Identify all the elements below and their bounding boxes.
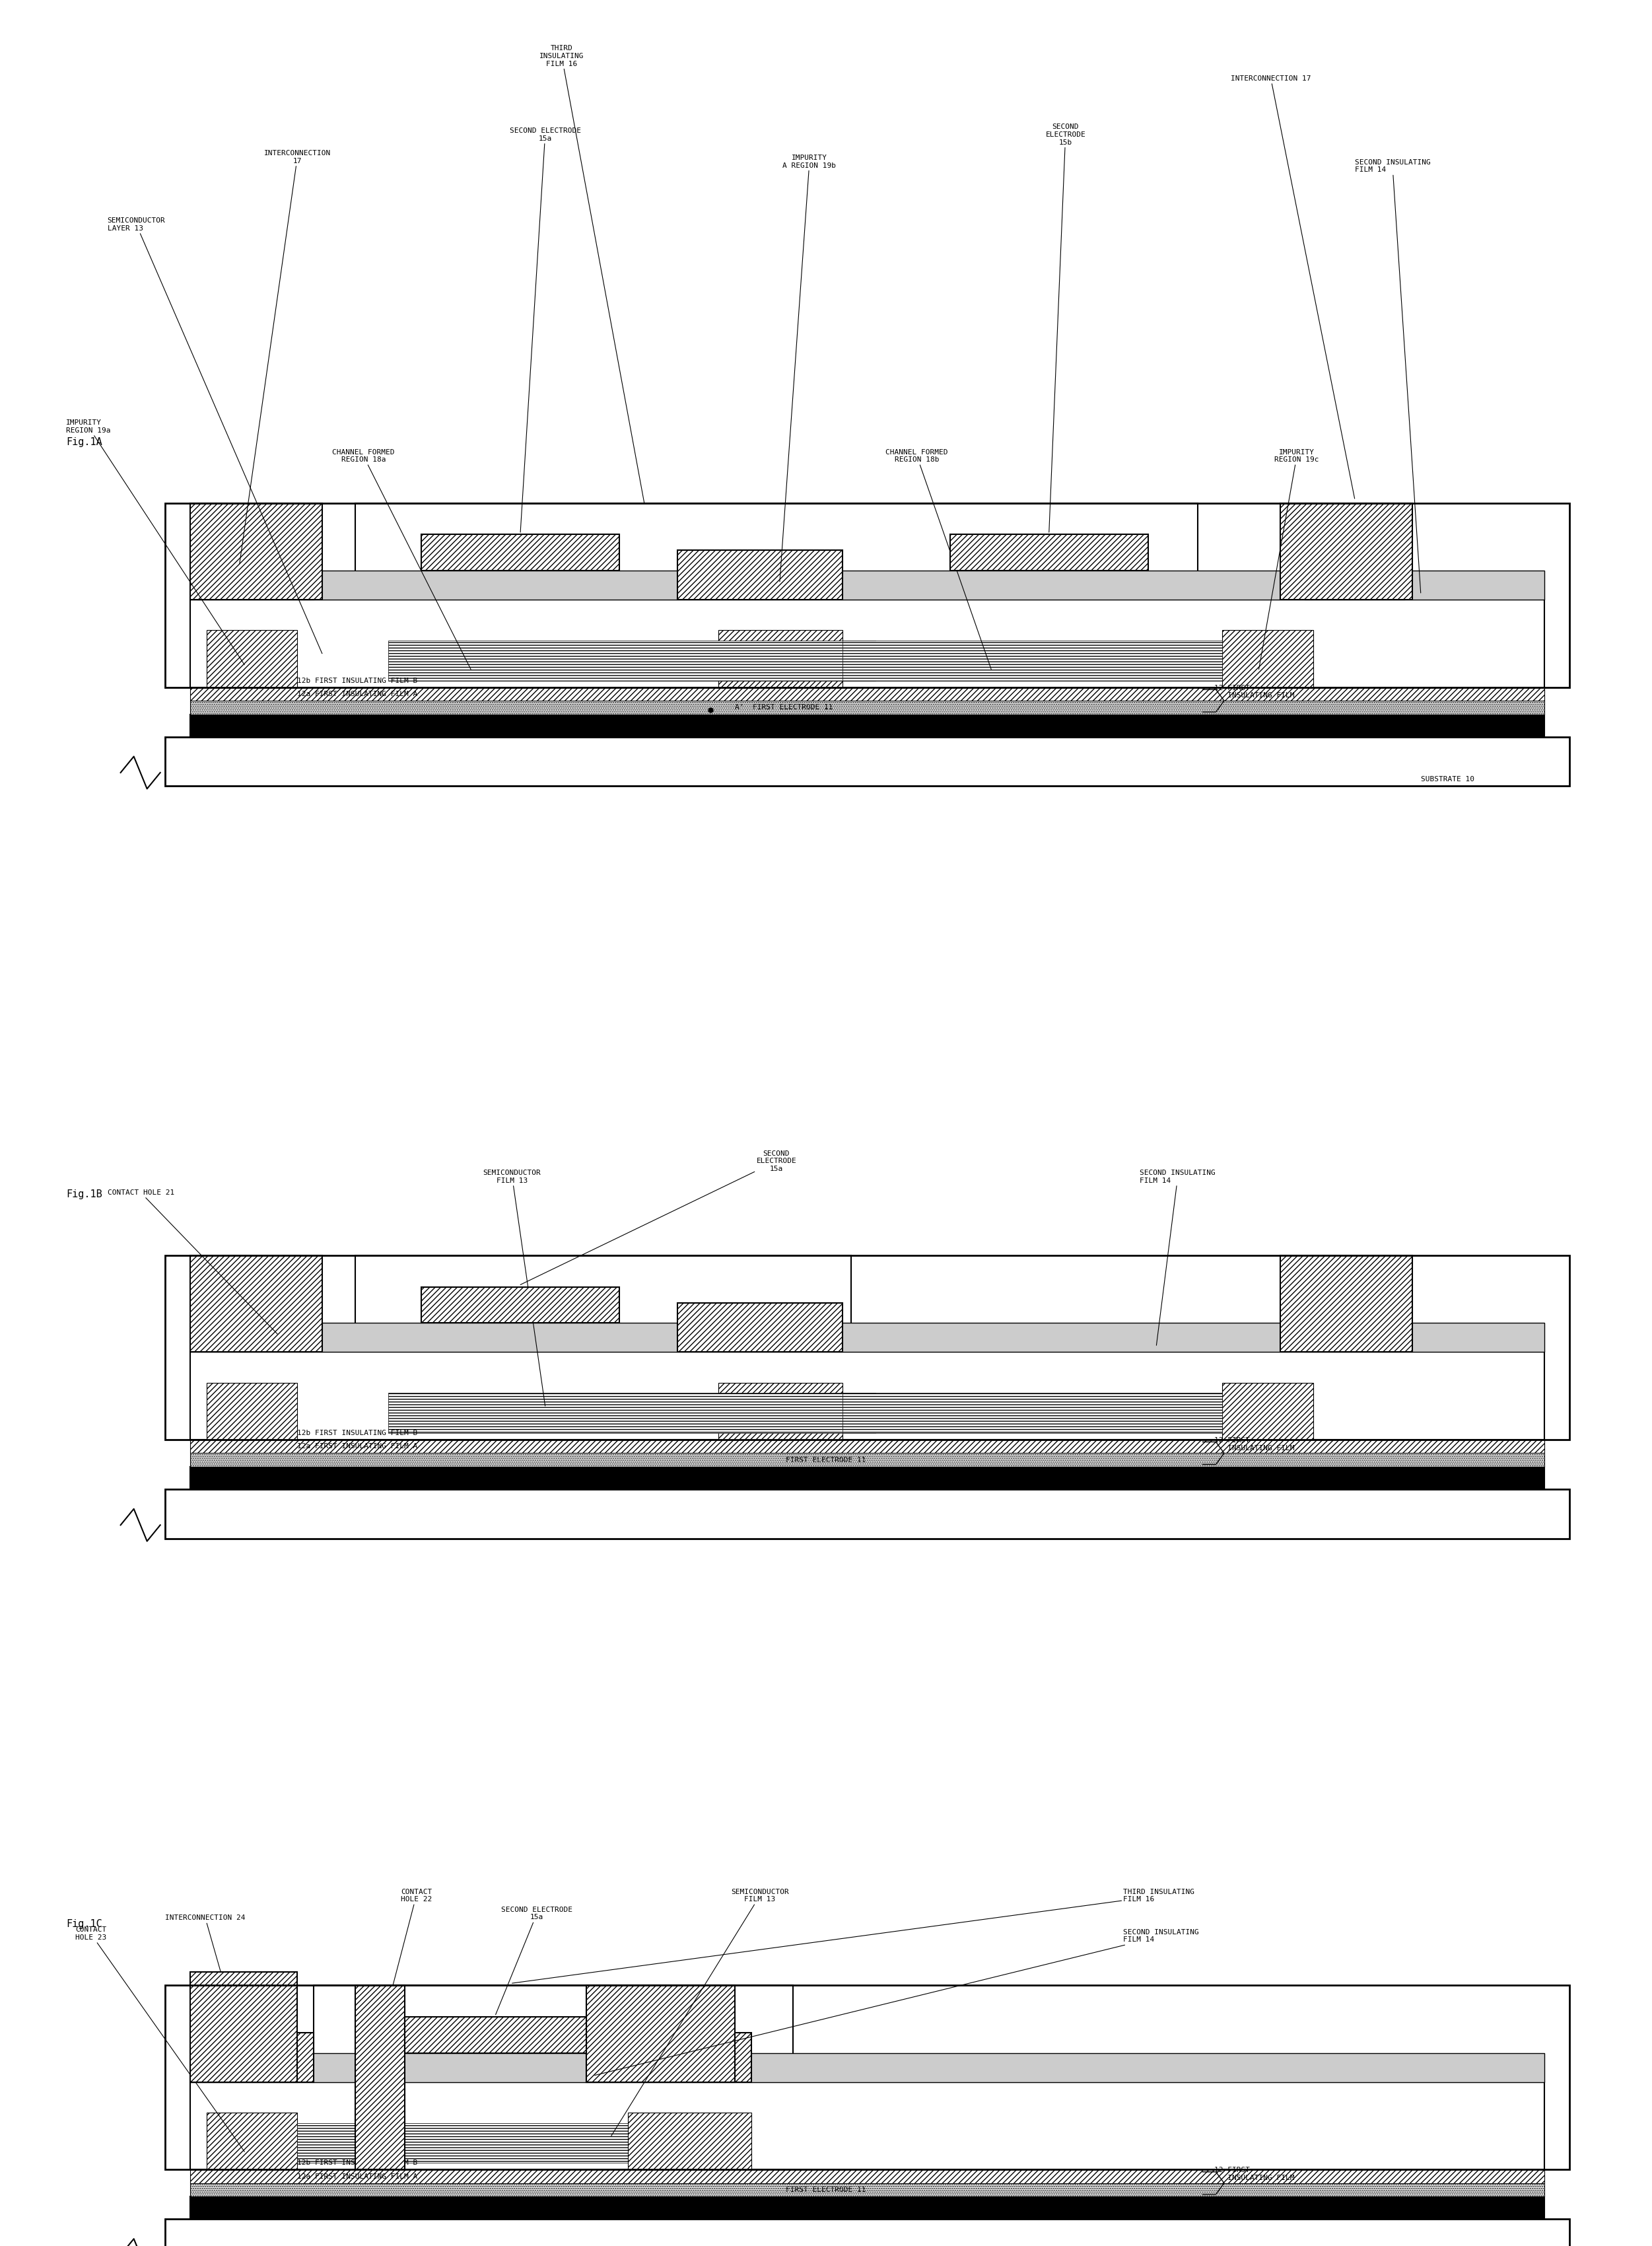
Text: 12 FIRST
   INSULATING FILM: 12 FIRST INSULATING FILM xyxy=(1214,1437,1295,1451)
Bar xyxy=(190,2082,1545,2170)
Bar xyxy=(677,1303,843,1352)
Text: SEMICONDUCTOR
FILM 13: SEMICONDUCTOR FILM 13 xyxy=(482,1170,545,1406)
Bar xyxy=(165,737,1569,786)
Text: SECOND ELECTRODE
15a: SECOND ELECTRODE 15a xyxy=(509,128,582,532)
Text: THIRD
INSULATING
FILM 16: THIRD INSULATING FILM 16 xyxy=(540,45,644,503)
Text: SECOND ELECTRODE
15a: SECOND ELECTRODE 15a xyxy=(496,1907,573,2015)
Bar xyxy=(165,1985,1569,2170)
Bar xyxy=(586,1985,735,2082)
Bar xyxy=(190,570,1545,600)
Bar xyxy=(421,1287,620,1323)
Bar xyxy=(198,1303,314,1352)
Text: THIRD INSULATING
FILM 16: THIRD INSULATING FILM 16 xyxy=(512,1889,1194,1983)
Bar xyxy=(206,2113,297,2170)
Text: INTERCONNECTION 24: INTERCONNECTION 24 xyxy=(165,1916,246,2055)
Bar xyxy=(190,503,322,600)
Bar xyxy=(1305,1303,1404,1352)
Text: FIRST ELECTRODE 11: FIRST ELECTRODE 11 xyxy=(786,2188,866,2192)
Bar xyxy=(586,2033,752,2082)
Text: 12a FIRST INSULATING FILM A: 12a FIRST INSULATING FILM A xyxy=(297,2174,418,2179)
Text: Fig.1A: Fig.1A xyxy=(66,438,102,447)
Bar xyxy=(190,1256,322,1352)
Bar xyxy=(843,640,1222,681)
Bar xyxy=(190,687,1545,701)
Bar xyxy=(190,1352,1545,1440)
Text: INTERCONNECTION 17: INTERCONNECTION 17 xyxy=(1231,76,1355,499)
Bar xyxy=(1222,1384,1313,1440)
Bar xyxy=(388,640,876,681)
Bar xyxy=(190,1467,1545,1489)
Text: A'  FIRST ELECTRODE 11: A' FIRST ELECTRODE 11 xyxy=(735,705,833,710)
Text: 12b FIRST INSULATING FILM B: 12b FIRST INSULATING FILM B xyxy=(297,1431,418,1435)
Text: SUBSTRATE 10: SUBSTRATE 10 xyxy=(1421,777,1474,782)
Bar xyxy=(1280,1256,1412,1352)
Text: CONTACT HOLE 21: CONTACT HOLE 21 xyxy=(107,1190,278,1334)
Bar xyxy=(190,600,1545,687)
Bar xyxy=(190,2170,1545,2183)
Text: Fig.1C: Fig.1C xyxy=(66,1920,102,1929)
Bar xyxy=(165,1256,1569,1440)
Bar xyxy=(165,2219,1569,2246)
Bar xyxy=(388,1393,876,1433)
Text: 12a FIRST INSULATING FILM A: 12a FIRST INSULATING FILM A xyxy=(297,692,418,696)
Bar xyxy=(190,1453,1545,1467)
Bar xyxy=(628,2113,752,2170)
Bar xyxy=(190,714,1545,737)
Text: Fig.1B: Fig.1B xyxy=(66,1190,102,1199)
Text: CHANNEL FORMED
REGION 18a: CHANNEL FORMED REGION 18a xyxy=(332,449,471,669)
Bar xyxy=(950,535,1148,570)
Bar xyxy=(1222,631,1313,687)
Bar xyxy=(206,1384,297,1440)
Bar xyxy=(1280,503,1412,600)
Bar xyxy=(297,2122,628,2163)
Bar xyxy=(190,2053,1545,2082)
Bar xyxy=(190,1440,1545,1453)
Text: IMPURITY
A REGION 19b: IMPURITY A REGION 19b xyxy=(780,155,836,582)
Text: SECOND INSULATING
FILM 14: SECOND INSULATING FILM 14 xyxy=(595,1929,1199,2075)
Bar xyxy=(355,503,1198,577)
Text: SECOND
ELECTRODE
15b: SECOND ELECTRODE 15b xyxy=(1046,124,1085,532)
Bar xyxy=(843,1393,1222,1433)
Bar xyxy=(198,550,314,600)
Text: SEMICONDUCTOR
FILM 13: SEMICONDUCTOR FILM 13 xyxy=(611,1889,790,2136)
Bar xyxy=(421,535,620,570)
Text: FIRST ELECTRODE 11: FIRST ELECTRODE 11 xyxy=(786,1458,866,1462)
Bar xyxy=(198,2033,314,2082)
Bar xyxy=(190,701,1545,714)
Text: IMPURITY
REGION 19a: IMPURITY REGION 19a xyxy=(66,420,244,665)
Text: 12b FIRST INSULATING FILM B: 12b FIRST INSULATING FILM B xyxy=(297,2161,418,2165)
Bar xyxy=(165,503,1569,687)
Bar xyxy=(190,2197,1545,2219)
Bar xyxy=(190,1323,1545,1352)
Bar xyxy=(190,1972,297,2082)
Bar xyxy=(190,2183,1545,2197)
Text: 12a FIRST INSULATING FILM A: 12a FIRST INSULATING FILM A xyxy=(297,1444,418,1449)
Text: 12 FIRST
   INSULATING FILM: 12 FIRST INSULATING FILM xyxy=(1214,2167,1295,2181)
Text: SECOND INSULATING
FILM 14: SECOND INSULATING FILM 14 xyxy=(1355,159,1431,593)
Bar xyxy=(719,631,843,687)
Text: 12b FIRST INSULATING FILM B: 12b FIRST INSULATING FILM B xyxy=(297,678,418,683)
Text: CONTACT
HOLE 23: CONTACT HOLE 23 xyxy=(76,1927,244,2152)
Text: INTERCONNECTION
17: INTERCONNECTION 17 xyxy=(240,150,330,564)
Bar xyxy=(719,1384,843,1440)
Bar xyxy=(355,1256,851,1330)
Text: SECOND INSULATING
FILM 14: SECOND INSULATING FILM 14 xyxy=(1140,1170,1216,1345)
Bar xyxy=(405,2017,586,2053)
Bar xyxy=(165,1489,1569,1539)
Text: CONTACT
HOLE 22: CONTACT HOLE 22 xyxy=(380,1889,431,2035)
Bar xyxy=(206,631,297,687)
Text: SECOND
ELECTRODE
15a: SECOND ELECTRODE 15a xyxy=(520,1150,796,1285)
Text: 12 FIRST
   INSULATING FILM: 12 FIRST INSULATING FILM xyxy=(1214,685,1295,699)
Bar xyxy=(314,1985,793,2060)
Text: IMPURITY
REGION 19c: IMPURITY REGION 19c xyxy=(1259,449,1318,669)
Text: CHANNEL FORMED
REGION 18b: CHANNEL FORMED REGION 18b xyxy=(885,449,991,669)
Bar xyxy=(677,550,843,600)
Bar xyxy=(1305,550,1404,600)
Bar xyxy=(355,1985,405,2170)
Text: SEMICONDUCTOR
LAYER 13: SEMICONDUCTOR LAYER 13 xyxy=(107,218,322,654)
